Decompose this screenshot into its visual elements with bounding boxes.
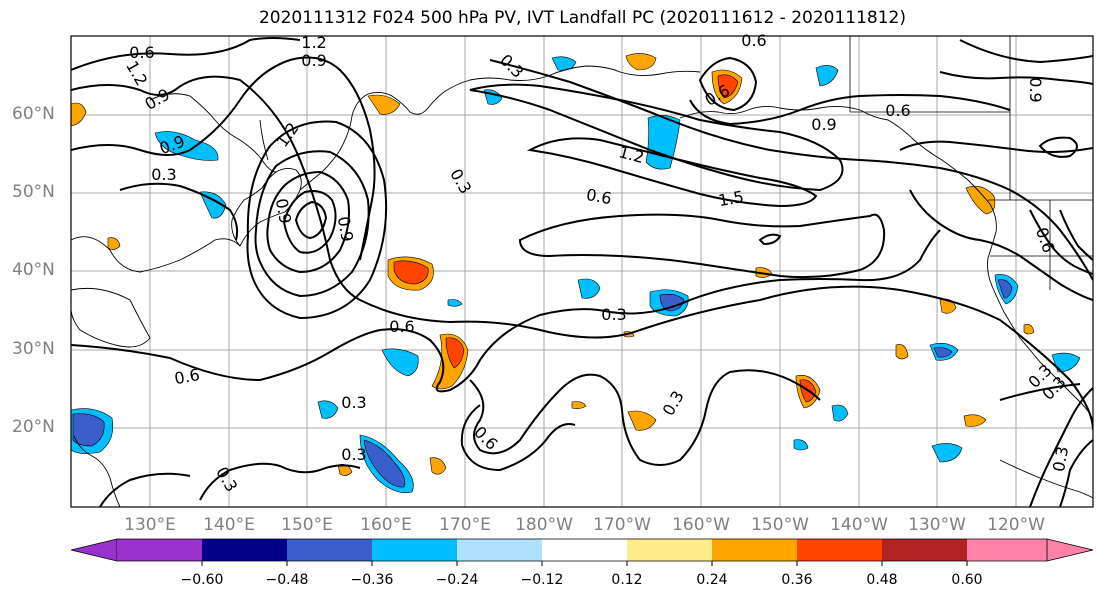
contour-label: 0.9 bbox=[272, 197, 295, 225]
lon-label: 170°E bbox=[439, 515, 491, 535]
lon-label: 150°W bbox=[751, 515, 809, 535]
page-title: 2020111312 F024 500 hPa PV, IVT Landfall… bbox=[258, 8, 906, 28]
contour-label: 0.3 bbox=[1049, 445, 1072, 473]
contour-label: 0.3 bbox=[601, 305, 626, 324]
colorbar-swatch bbox=[202, 539, 287, 561]
colorbar-swatch bbox=[797, 539, 882, 561]
colorbar-swatch bbox=[882, 539, 967, 561]
colorbar-tick-label: 0.12 bbox=[611, 572, 643, 588]
lon-label: 160°E bbox=[360, 515, 412, 535]
contour-label: 0.9 bbox=[301, 51, 326, 70]
contour-label: 0.6 bbox=[885, 101, 910, 120]
contour-label: 0.9 bbox=[1026, 77, 1045, 102]
lat-label-30n: 30°N bbox=[12, 339, 55, 359]
colorbar-tick-label: −0.48 bbox=[265, 572, 309, 588]
colorbar-tick-label: 0.24 bbox=[696, 572, 728, 588]
contour-label: 0.6 bbox=[173, 365, 201, 388]
colorbar-extend-max bbox=[1046, 538, 1094, 562]
contour-label: 0.6 bbox=[741, 31, 766, 50]
colorbar-extend-min bbox=[70, 538, 118, 562]
contour-label: 0.6 bbox=[389, 317, 414, 336]
contour-label: 0.6 bbox=[585, 185, 613, 208]
lon-label: 170°W bbox=[593, 515, 651, 535]
lat-label-60n: 60°N bbox=[12, 104, 55, 124]
contour-label: 0.3 bbox=[341, 393, 366, 412]
colorbar-tick-label: −0.60 bbox=[180, 572, 224, 588]
map-panel bbox=[70, 35, 1094, 508]
lat-label-40n: 40°N bbox=[12, 260, 55, 280]
lat-label-50n: 50°N bbox=[12, 182, 55, 202]
colorbar-tick-label: −0.24 bbox=[435, 572, 479, 588]
lon-label: 180°W bbox=[515, 515, 573, 535]
colorbar-swatch bbox=[712, 539, 797, 561]
shading-patches bbox=[71, 53, 1081, 494]
colorbar-swatch bbox=[967, 539, 1047, 561]
coastlines bbox=[71, 65, 1093, 507]
contour-label: 0.9 bbox=[334, 215, 357, 243]
colorbar-tick-label: 0.36 bbox=[781, 572, 813, 588]
colorbar-swatch bbox=[542, 539, 627, 561]
colorbar-swatch bbox=[287, 539, 372, 561]
contour-label: 1.5 bbox=[717, 187, 745, 210]
lon-label: 160°W bbox=[672, 515, 730, 535]
colorbar bbox=[70, 538, 1094, 566]
lon-label: 120°W bbox=[987, 515, 1045, 535]
lon-label: 130°E bbox=[124, 515, 176, 535]
colorbar-swatch bbox=[372, 539, 457, 561]
contour-label: 0.3 bbox=[341, 445, 366, 464]
colorbar-tick-label: −0.36 bbox=[350, 572, 394, 588]
lon-label: 140°E bbox=[203, 515, 255, 535]
pv-contours bbox=[71, 37, 1093, 507]
colorbar-swatch bbox=[117, 539, 202, 561]
lon-label: 150°E bbox=[281, 515, 333, 535]
contour-label: 1.2 bbox=[301, 33, 326, 52]
colorbar-tick-label: −0.12 bbox=[520, 572, 564, 588]
lat-label-20n: 20°N bbox=[12, 417, 55, 437]
colorbar-tick-label: 0.48 bbox=[866, 572, 898, 588]
colorbar-tick-label: 0.60 bbox=[951, 572, 983, 588]
colorbar-swatch bbox=[457, 539, 542, 561]
lon-label: 130°W bbox=[908, 515, 966, 535]
contour-label: 0.6 bbox=[129, 43, 154, 62]
lon-label: 140°W bbox=[830, 515, 888, 535]
contour-label: 0.9 bbox=[811, 115, 836, 134]
contour-label: 0.3 bbox=[151, 165, 176, 184]
colorbar-swatch bbox=[627, 539, 712, 561]
